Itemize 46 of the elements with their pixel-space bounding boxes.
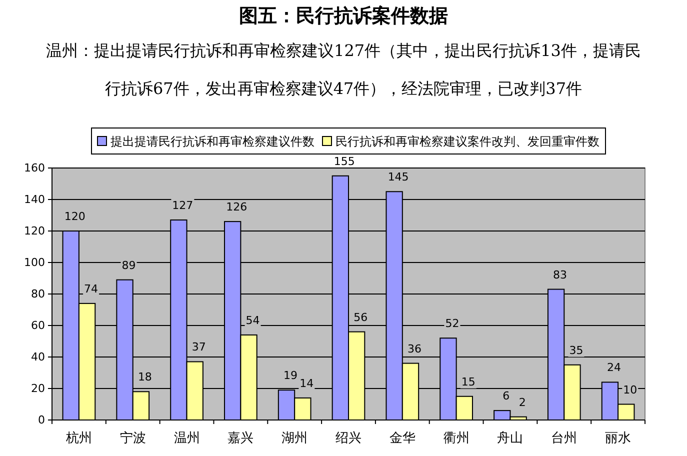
x-tick-label: 舟山 [497, 431, 524, 446]
y-tick-label: 80 [31, 288, 45, 301]
data-label: 24 [606, 361, 621, 374]
legend-label: 民行抗诉和再审检察建议案件改判、发回重审件数 [336, 134, 600, 148]
data-label: 19 [284, 369, 298, 382]
chart-title: 图五：民行抗诉案件数据 [239, 5, 448, 27]
x-tick-label: 嘉兴 [228, 431, 254, 446]
data-label: 14 [300, 376, 314, 390]
y-tick-label: 100 [24, 256, 45, 270]
data-label: 15 [461, 375, 476, 388]
x-tick-label: 台州 [551, 431, 578, 446]
data-label: 83 [553, 268, 568, 282]
legend-label: 提出提请民行抗诉和再审检察建议件数 [110, 134, 314, 148]
y-tick-label: 0 [38, 414, 45, 427]
data-label: 35 [569, 344, 584, 357]
data-label: 10 [623, 383, 638, 396]
data-label: 120 [64, 210, 86, 223]
data-label: 145 [388, 170, 409, 184]
x-tick-label: 湖州 [282, 431, 308, 446]
y-tick-label: 60 [31, 319, 45, 332]
x-tick-label: 金华 [389, 431, 416, 446]
data-label: 89 [122, 258, 136, 272]
data-label: 127 [172, 198, 194, 212]
data-label: 37 [192, 340, 206, 354]
data-label: 74 [84, 282, 98, 296]
y-tick-label: 120 [24, 224, 45, 238]
data-label: 52 [445, 317, 460, 330]
x-tick-label: 绍兴 [336, 431, 362, 446]
y-tick-label: 140 [24, 193, 45, 206]
x-tick-label: 丽水 [605, 431, 632, 446]
y-tick-label: 40 [31, 350, 45, 364]
data-label: 126 [226, 200, 248, 214]
data-label: 36 [407, 342, 422, 356]
y-tick-label: 20 [31, 382, 45, 396]
y-tick-label: 160 [24, 162, 45, 175]
x-tick-label: 杭州 [64, 431, 92, 446]
data-label: 56 [354, 310, 368, 324]
data-label: 2 [518, 396, 526, 409]
x-tick-label: 宁波 [120, 430, 146, 446]
data-label: 54 [246, 314, 260, 327]
data-label: 155 [334, 154, 355, 168]
x-tick-label: 温州 [174, 431, 200, 446]
x-tick-label: 衢州 [443, 431, 470, 446]
data-label: 18 [138, 370, 152, 384]
chart-subtitle: 温州：提出提请民行抗诉和再审检察建议127件（其中，提出民行抗诉13件，提请民行抗诉67件，发出再审检察建议47件），经法院审理，已改判37件 [46, 41, 641, 98]
data-label: 6 [502, 390, 510, 403]
